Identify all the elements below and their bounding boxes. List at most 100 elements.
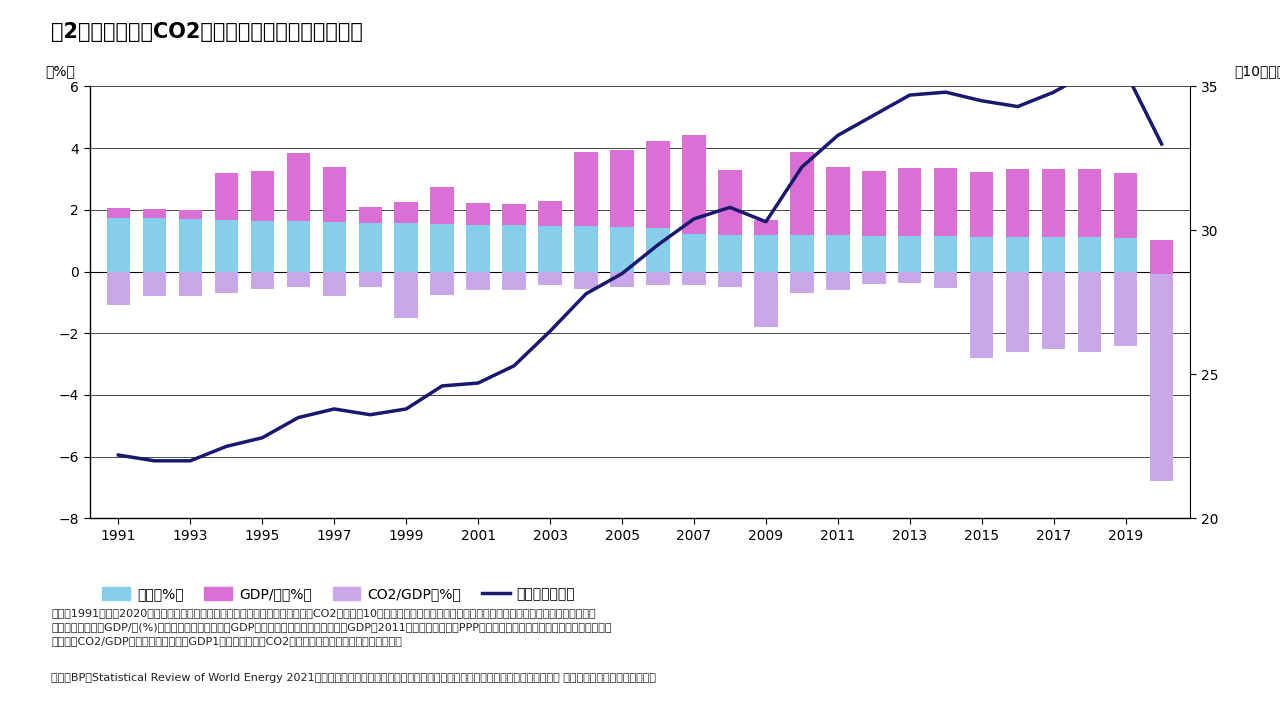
- Bar: [790, 235, 814, 271]
- Text: （10億トン）: （10億トン）: [1234, 64, 1280, 78]
- Bar: [899, 271, 922, 283]
- Bar: [142, 271, 166, 296]
- Bar: [1042, 237, 1065, 271]
- Bar: [1006, 271, 1029, 352]
- Bar: [718, 235, 741, 271]
- Bar: [287, 153, 310, 221]
- Bar: [251, 271, 274, 289]
- 排出量（左軸）: [758, 217, 773, 226]
- 排出量（左軸）: [902, 91, 918, 99]
- Bar: [863, 235, 886, 271]
- Bar: [934, 236, 957, 271]
- 排出量（左軸）: [110, 451, 125, 459]
- 排出量（左軸）: [579, 289, 594, 298]
- Text: 出所：BP「Statistical Review of World Energy 2021」、国際通貨基金、オックスフォード・エコノミクス、世界銀行、リフィニテ: 出所：BP「Statistical Review of World Energy…: [51, 673, 657, 683]
- Bar: [179, 210, 202, 219]
- Bar: [179, 271, 202, 296]
- Bar: [1149, 240, 1174, 274]
- Bar: [1078, 271, 1101, 352]
- 排出量（左軸）: [291, 413, 306, 422]
- Bar: [539, 271, 562, 285]
- Bar: [1114, 173, 1138, 238]
- Bar: [142, 210, 166, 218]
- Bar: [646, 141, 669, 228]
- Bar: [503, 225, 526, 271]
- Bar: [826, 271, 850, 290]
- Bar: [1149, 271, 1174, 482]
- 排出量（左軸）: [831, 131, 846, 140]
- Bar: [934, 271, 957, 287]
- Bar: [1006, 237, 1029, 271]
- Bar: [323, 271, 346, 296]
- Bar: [790, 152, 814, 235]
- Bar: [863, 171, 886, 235]
- Bar: [611, 227, 634, 271]
- 排出量（左軸）: [326, 405, 342, 413]
- Bar: [430, 187, 454, 224]
- Bar: [358, 207, 381, 222]
- Bar: [323, 222, 346, 271]
- Text: （%）: （%）: [46, 64, 76, 78]
- Bar: [1078, 237, 1101, 271]
- Bar: [611, 271, 634, 287]
- Bar: [718, 170, 741, 235]
- Bar: [970, 237, 993, 271]
- Bar: [503, 204, 526, 225]
- 排出量（左軸）: [794, 163, 809, 171]
- Bar: [394, 271, 417, 318]
- Bar: [575, 227, 598, 271]
- Bar: [754, 220, 778, 235]
- Bar: [323, 166, 346, 222]
- Bar: [106, 208, 131, 217]
- Text: 図2：世界全体のCO2排出量と経済成長率への寄与: 図2：世界全体のCO2排出量と経済成長率への寄与: [51, 22, 364, 42]
- Bar: [1149, 240, 1174, 271]
- Bar: [718, 271, 741, 287]
- 排出量（左軸）: [1046, 88, 1061, 96]
- 排出量（左軸）: [722, 203, 737, 212]
- Bar: [646, 228, 669, 271]
- 排出量（左軸）: [1155, 140, 1170, 148]
- Bar: [1114, 238, 1138, 271]
- 排出量（左軸）: [471, 379, 486, 387]
- 排出量（左軸）: [867, 111, 882, 120]
- Bar: [251, 220, 274, 271]
- Bar: [790, 271, 814, 293]
- Bar: [539, 226, 562, 271]
- Bar: [215, 271, 238, 293]
- Bar: [611, 150, 634, 227]
- Bar: [1114, 271, 1138, 346]
- 排出量（左軸）: [686, 215, 701, 223]
- 排出量（左軸）: [434, 382, 449, 390]
- Bar: [682, 135, 705, 234]
- Text: 備考：1991年から2020年までの年次データ。「排出量（左軸）」は、全世界のCO2排出量を10億トン単位で示しています。「人口（％）」は、世界人口の年間変化率: 備考：1991年から2020年までの年次データ。「排出量（左軸）」は、全世界のC…: [51, 608, 612, 647]
- Bar: [287, 221, 310, 271]
- Bar: [970, 271, 993, 358]
- Line: 排出量（左軸）: 排出量（左軸）: [118, 72, 1162, 461]
- Bar: [106, 217, 131, 271]
- Bar: [682, 271, 705, 285]
- Bar: [646, 271, 669, 285]
- Bar: [179, 219, 202, 271]
- Bar: [575, 153, 598, 227]
- Bar: [394, 202, 417, 223]
- 排出量（左軸）: [183, 456, 198, 465]
- 排出量（左軸）: [507, 361, 522, 370]
- 排出量（左軸）: [1010, 102, 1025, 111]
- Bar: [466, 271, 490, 290]
- Bar: [287, 271, 310, 287]
- Bar: [106, 271, 131, 305]
- Bar: [826, 235, 850, 271]
- Bar: [754, 235, 778, 271]
- 排出量（左軸）: [1082, 68, 1097, 76]
- Bar: [1006, 169, 1029, 237]
- Legend: 人口（%）, GDP/人（%）, CO2/GDP（%）, 排出量（左軸）: 人口（%）, GDP/人（%）, CO2/GDP（%）, 排出量（左軸）: [96, 582, 581, 607]
- Bar: [430, 224, 454, 271]
- Bar: [251, 171, 274, 220]
- Bar: [215, 174, 238, 220]
- Bar: [934, 168, 957, 236]
- Bar: [539, 201, 562, 226]
- Bar: [466, 225, 490, 271]
- 排出量（左軸）: [255, 433, 270, 442]
- Bar: [215, 220, 238, 271]
- Bar: [682, 234, 705, 271]
